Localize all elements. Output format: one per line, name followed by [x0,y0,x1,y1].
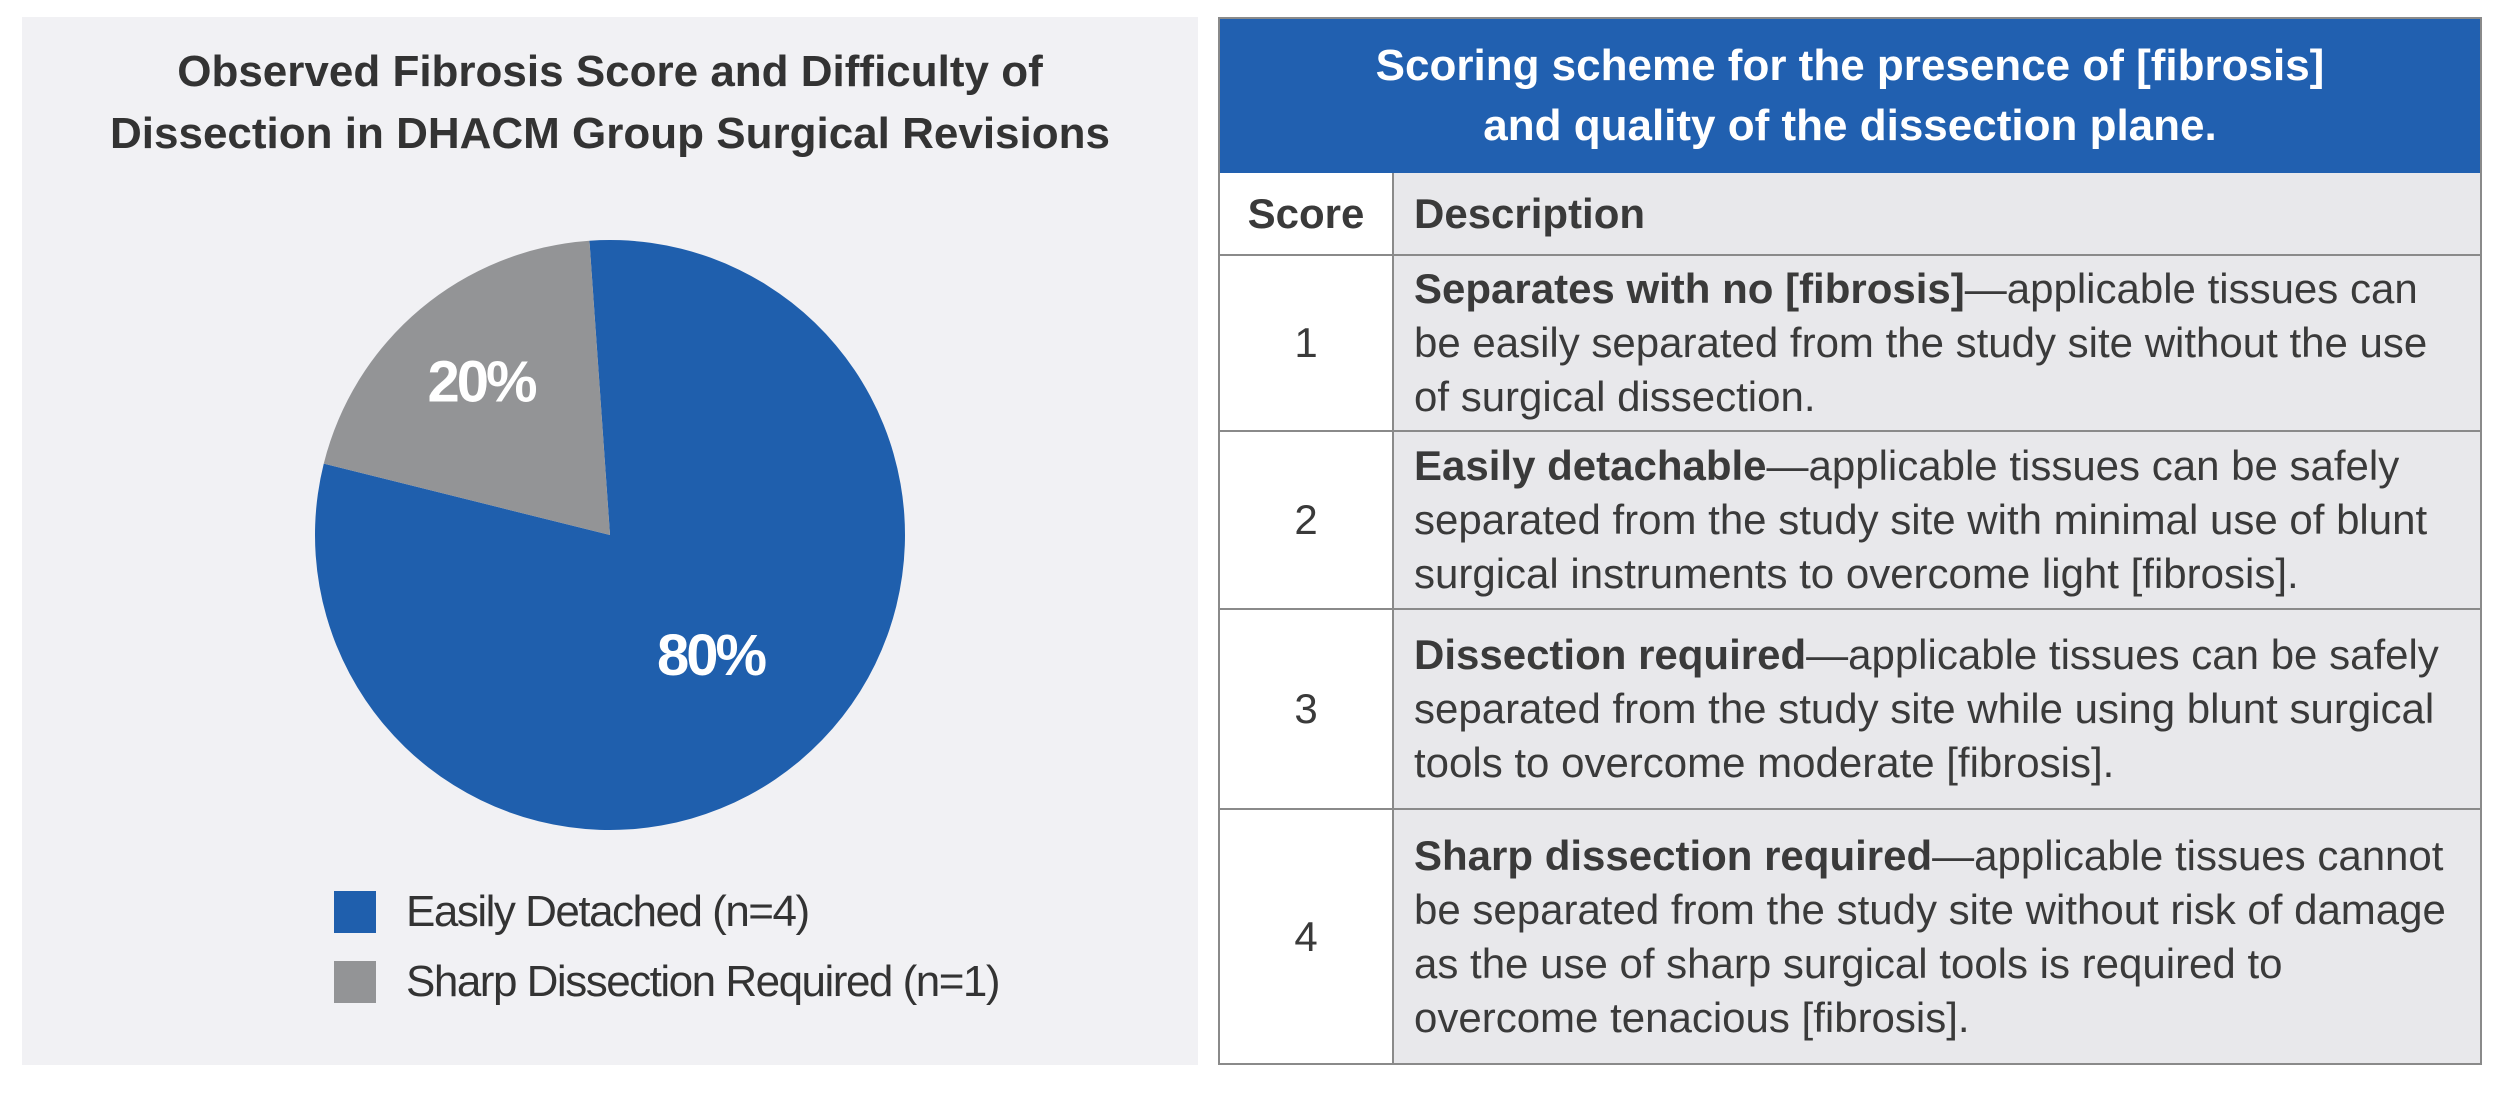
score-cell: 2 [1220,430,1394,610]
pie-slice-easily-detached [314,240,905,831]
score-cell: 4 [1220,808,1394,1063]
description-term: Dissection required [1414,631,1807,678]
scoring-table-panel: Scoring scheme for the presence of [fibr… [1218,17,2482,1065]
table-row: 4 Sharp dissection required—applicable t… [1220,808,2480,1063]
chart-panel: Observed Fibrosis Score and Difficulty o… [22,17,1198,1065]
chart-title-line-2: Dissection in DHACM Group Surgical Revis… [110,109,1110,158]
table-row: 1 Separates with no [fibrosis]—applicabl… [1220,254,2480,432]
score-cell: 3 [1220,608,1394,810]
pie-slice-sharp-dissection [323,240,610,535]
scoring-table: Score Description 1 Separates with no [f… [1220,173,2480,1063]
description-term: Sharp dissection required [1414,831,1933,879]
description-cell: Easily detachable—applicable tissues can… [1392,430,2480,610]
legend-item-sharp-dissection: Sharp Dissection Required (n=1) [334,947,1001,1017]
table-header-row: Score Description [1220,173,2480,256]
description-cell: Dissection required—applicable tissues c… [1392,608,2480,810]
legend: Easily Detached (n=4) Sharp Dissection R… [334,877,1001,1017]
legend-label-sharp-dissection: Sharp Dissection Required (n=1) [406,957,1001,1006]
description-cell: Separates with no [fibrosis]—applicable … [1392,254,2480,432]
legend-swatch-sharp-dissection [334,961,376,1003]
description-term: Separates with no [fibrosis] [1414,265,1965,312]
legend-label-easily-detached: Easily Detached (n=4) [406,887,810,936]
chart-title: Observed Fibrosis Score and Difficulty o… [22,41,1198,165]
description-text: —applicable tissues can be safely separa… [1414,442,2428,597]
table-row: 2 Easily detachable—applicable tissues c… [1220,430,2480,610]
description-text: —applicable tissues can be easily separa… [1414,265,2428,420]
description-term: Easily detachable [1414,442,1767,489]
pie-label-easily-detached: 80% [657,623,767,688]
chart-title-line-1: Observed Fibrosis Score and Difficulty o… [177,47,1043,96]
table-title-line-2: and quality of the dissection plane. [1483,101,2217,150]
table-title-line-1: Scoring scheme for the presence of [fibr… [1375,41,2325,90]
description-text: —applicable tissues can be safely separa… [1414,631,2439,786]
description-cell: Sharp dissection required—applicable tis… [1392,808,2480,1063]
column-header-description: Description [1392,173,2480,256]
table-row: 3 Dissection required—applicable tissues… [1220,608,2480,810]
pie-chart: 80% 20% [314,240,905,831]
table-title: Scoring scheme for the presence of [fibr… [1220,19,2480,173]
score-cell: 1 [1220,254,1394,432]
legend-swatch-easily-detached [334,891,376,933]
column-header-score: Score [1220,173,1394,256]
description-text: —applicable tissues cannot be separated … [1414,831,2446,1041]
legend-item-easily-detached: Easily Detached (n=4) [334,877,999,947]
pie-label-sharp-dissection: 20% [428,349,538,414]
